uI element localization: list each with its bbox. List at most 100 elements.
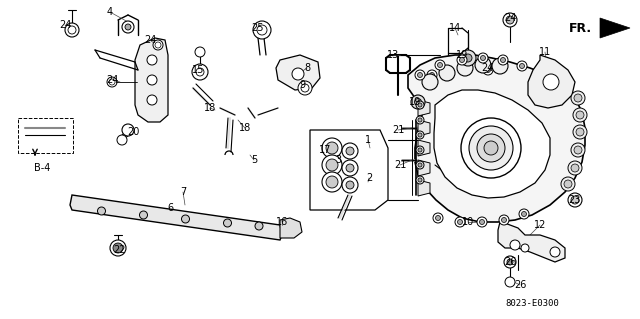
Circle shape: [464, 54, 472, 62]
Circle shape: [573, 108, 587, 122]
Circle shape: [416, 161, 424, 169]
Circle shape: [418, 133, 422, 137]
Polygon shape: [418, 180, 430, 196]
Circle shape: [322, 155, 342, 175]
Text: 5: 5: [251, 155, 257, 165]
Circle shape: [568, 193, 582, 207]
Polygon shape: [418, 160, 430, 176]
Circle shape: [416, 131, 424, 139]
Circle shape: [416, 146, 424, 154]
Text: 11: 11: [539, 47, 551, 57]
Circle shape: [507, 259, 513, 265]
Circle shape: [418, 118, 422, 122]
Circle shape: [122, 21, 134, 33]
Circle shape: [571, 143, 585, 157]
Polygon shape: [600, 18, 630, 38]
Circle shape: [109, 79, 115, 85]
Circle shape: [322, 138, 342, 158]
Circle shape: [422, 74, 438, 90]
Circle shape: [484, 141, 498, 155]
Circle shape: [342, 160, 358, 176]
Text: 8023-E0300: 8023-E0300: [505, 299, 559, 308]
Circle shape: [574, 146, 582, 154]
Circle shape: [506, 16, 514, 24]
Circle shape: [107, 77, 117, 87]
Circle shape: [477, 217, 487, 227]
Text: 18: 18: [204, 103, 216, 113]
Circle shape: [411, 95, 425, 109]
Circle shape: [520, 63, 525, 69]
Circle shape: [417, 72, 422, 78]
Text: 19: 19: [456, 50, 468, 60]
Circle shape: [342, 143, 358, 159]
Text: 17: 17: [319, 145, 331, 155]
Circle shape: [113, 243, 123, 253]
Circle shape: [504, 256, 516, 268]
Text: 14: 14: [449, 23, 461, 33]
Circle shape: [301, 84, 309, 92]
Circle shape: [416, 176, 424, 184]
Circle shape: [571, 164, 579, 172]
Text: 2: 2: [366, 173, 372, 183]
Text: 19: 19: [409, 97, 421, 107]
Circle shape: [498, 55, 508, 65]
Polygon shape: [418, 120, 430, 136]
Circle shape: [469, 126, 513, 170]
Circle shape: [457, 55, 467, 65]
Circle shape: [298, 81, 312, 95]
Text: 8: 8: [304, 63, 310, 73]
Circle shape: [503, 13, 517, 27]
Polygon shape: [135, 38, 168, 122]
Circle shape: [478, 53, 488, 63]
Circle shape: [195, 47, 205, 57]
Text: 26: 26: [504, 257, 516, 267]
Circle shape: [326, 176, 338, 188]
Text: 24: 24: [59, 20, 71, 30]
Circle shape: [117, 135, 127, 145]
Circle shape: [257, 25, 267, 35]
Circle shape: [461, 118, 521, 178]
Text: 22: 22: [114, 245, 126, 255]
Text: 12: 12: [534, 220, 546, 230]
Circle shape: [418, 163, 422, 167]
Circle shape: [460, 50, 476, 66]
Circle shape: [576, 111, 584, 119]
Circle shape: [499, 215, 509, 225]
Circle shape: [492, 58, 508, 74]
Circle shape: [573, 125, 587, 139]
Text: 25: 25: [252, 23, 264, 33]
Text: 7: 7: [180, 187, 186, 197]
Text: 24: 24: [144, 35, 156, 45]
Circle shape: [571, 91, 585, 105]
Text: 24: 24: [504, 13, 516, 23]
Circle shape: [458, 219, 463, 225]
Circle shape: [574, 94, 582, 102]
Circle shape: [416, 101, 424, 109]
Circle shape: [500, 57, 506, 63]
Text: 10: 10: [462, 217, 474, 227]
Circle shape: [460, 57, 465, 63]
Text: 1: 1: [365, 135, 371, 145]
Circle shape: [196, 68, 204, 76]
Circle shape: [481, 56, 486, 61]
Text: 23: 23: [568, 195, 580, 205]
Circle shape: [571, 196, 579, 204]
Circle shape: [457, 60, 473, 76]
Text: 3: 3: [335, 155, 341, 165]
Text: 20: 20: [127, 127, 139, 137]
Circle shape: [435, 216, 440, 220]
Circle shape: [292, 68, 304, 80]
Circle shape: [192, 64, 208, 80]
Circle shape: [433, 213, 443, 223]
Text: 21: 21: [394, 160, 406, 170]
Circle shape: [122, 124, 134, 136]
Circle shape: [418, 178, 422, 182]
Polygon shape: [70, 195, 282, 240]
Circle shape: [517, 61, 527, 71]
Circle shape: [223, 219, 232, 227]
Text: 9: 9: [299, 80, 305, 90]
Circle shape: [322, 172, 342, 192]
Circle shape: [502, 218, 506, 222]
Circle shape: [568, 161, 582, 175]
Circle shape: [479, 219, 484, 225]
